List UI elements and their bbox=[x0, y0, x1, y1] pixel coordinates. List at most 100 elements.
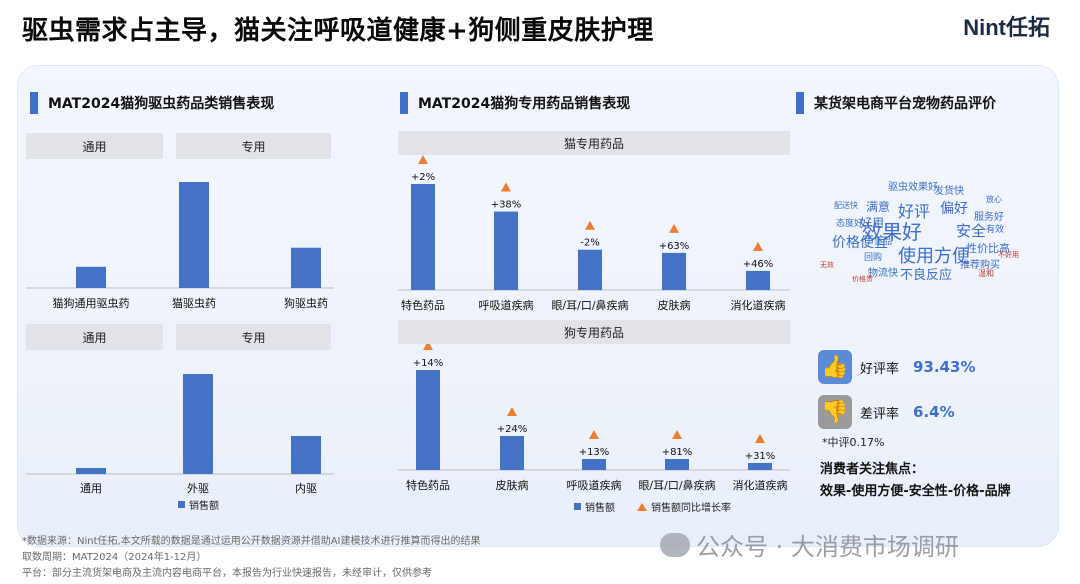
wordcloud-word: 无效 bbox=[820, 261, 834, 269]
wordcloud-word: 价格便宜 bbox=[832, 235, 888, 251]
bar-3 bbox=[291, 436, 321, 474]
watermark-text: 公众号 · 大消费市场调研 bbox=[696, 533, 959, 561]
page-title: 驱虫需求占主导，猫关注呼吸道健康+狗侧重皮肤护理 bbox=[22, 16, 654, 46]
bar-4 bbox=[665, 459, 689, 470]
growth-marker bbox=[669, 223, 679, 233]
growth-data-label: +38% bbox=[491, 200, 522, 211]
growth-marker bbox=[672, 430, 682, 439]
bar-2 bbox=[500, 436, 524, 470]
x-tick-label: 眼/耳/口/鼻疾病 bbox=[638, 478, 715, 492]
review-wordcloud: 效果好 使用方便 好评 偏好 安全 价格便宜 不良反应 满意 好用 性价比高 服务好 推荐购买 驱虫效果… bbox=[790, 124, 1060, 324]
wordcloud-word: 好用 bbox=[860, 216, 885, 230]
special-legend-growth: 销售额同比增长率 bbox=[651, 503, 731, 514]
bar-1 bbox=[411, 184, 435, 290]
growth-data-label: +2% bbox=[411, 172, 435, 183]
bar-3 bbox=[578, 249, 602, 290]
reviews-section-title: 某货架电商平台宠物药品评价 bbox=[796, 92, 996, 114]
deworm-top-special-header: 专用 bbox=[176, 133, 331, 159]
good-rating-label: 好评率 bbox=[860, 361, 900, 377]
growth-marker bbox=[507, 407, 517, 416]
good-rating-row: 👍 好评率 93.43% bbox=[818, 350, 976, 384]
bar-2 bbox=[494, 211, 518, 290]
title-bar-marker bbox=[400, 92, 408, 114]
bar-3 bbox=[291, 247, 321, 288]
wordcloud-word: 不好用 bbox=[998, 251, 1019, 259]
bad-rating-label: 差评率 bbox=[860, 406, 900, 422]
dog-special-header: 狗专用药品 bbox=[398, 320, 790, 344]
deworm-section-title: MAT2024猫狗驱虫药品类销售表现 bbox=[30, 92, 274, 114]
thumbs-down-icon: 👎 bbox=[818, 395, 852, 429]
title-bar-marker bbox=[796, 92, 804, 114]
bad-rating-row: 👎 差评率 6.4% bbox=[818, 395, 955, 429]
growth-marker bbox=[753, 241, 763, 251]
bar-5 bbox=[746, 270, 770, 290]
watermark: 公众号 · 大消费市场调研 bbox=[660, 527, 959, 562]
deworm-bottom-general-header: 通用 bbox=[26, 324, 163, 350]
wordcloud-word: 配送快 bbox=[834, 201, 858, 210]
special-title-text: MAT2024猫狗专用药品销售表现 bbox=[418, 96, 631, 112]
neutral-rating-note: *中评0.17% bbox=[822, 436, 885, 449]
x-tick-label: 呼吸道疾病 bbox=[479, 298, 534, 312]
growth-data-label: +31% bbox=[745, 451, 776, 462]
bar-3 bbox=[582, 459, 606, 470]
x-tick-label: 消化道疾病 bbox=[731, 298, 786, 312]
wordcloud-word: 物流快 bbox=[868, 268, 898, 279]
wordcloud-word: 偏好 bbox=[940, 201, 968, 217]
consumer-focus-text: 效果-使用方便-安全性-价格-品牌 bbox=[820, 484, 1011, 499]
deworm-top-general-header: 通用 bbox=[26, 133, 163, 159]
wordcloud-word: 有效 bbox=[986, 225, 1005, 235]
thumbs-up-icon: 👍 bbox=[818, 350, 852, 384]
wordcloud-word: 安全 bbox=[956, 222, 987, 240]
x-tick-label: 特色药品 bbox=[401, 298, 445, 312]
bar-1 bbox=[76, 266, 106, 288]
bad-rating-value: 6.4% bbox=[913, 403, 955, 421]
wordcloud-word: 效果好 bbox=[862, 220, 922, 244]
reviews-title-text: 某货架电商平台宠物药品评价 bbox=[814, 96, 996, 112]
footnote-platform: 平台：部分主流货架电商及主流内容电商平台，本报告为行业快速报告，未经审计，仅供参… bbox=[22, 568, 432, 579]
special-legend-sales: 销售额 bbox=[585, 503, 615, 514]
wordcloud-word: 性价比高 bbox=[966, 242, 1010, 255]
growth-data-label: -2% bbox=[580, 238, 599, 249]
wordcloud-word: 不良反应 bbox=[900, 268, 953, 283]
wordcloud-word: 温和 bbox=[978, 269, 994, 278]
sales-legend-swatch bbox=[178, 501, 185, 508]
growth-data-label: +24% bbox=[497, 424, 528, 435]
deworm-title-text: MAT2024猫狗驱虫药品类销售表现 bbox=[48, 96, 275, 112]
wordcloud-word: 放心 bbox=[986, 195, 1002, 204]
deworm-bottom-special-header: 专用 bbox=[176, 324, 331, 350]
sales-legend-swatch bbox=[574, 503, 581, 510]
x-tick-label: 猫驱虫药 bbox=[172, 297, 216, 310]
x-tick-label: 猫狗通用驱虫药 bbox=[53, 297, 130, 310]
growth-marker bbox=[585, 220, 595, 230]
wechat-icon bbox=[660, 532, 690, 557]
special-section-title: MAT2024猫狗专用药品销售表现 bbox=[400, 92, 630, 114]
x-tick-label: 内驱 bbox=[295, 481, 317, 495]
wordcloud-word: 发货快 bbox=[934, 186, 964, 197]
special-legend: 销售额 销售额同比增长率 bbox=[574, 499, 731, 514]
growth-marker bbox=[589, 430, 599, 439]
growth-marker bbox=[418, 155, 428, 164]
growth-marker bbox=[501, 182, 511, 192]
growth-data-label: +81% bbox=[662, 447, 693, 458]
wordcloud-word: 服务好 bbox=[974, 212, 1004, 223]
wordcloud-word: 正品 bbox=[874, 237, 893, 247]
footnote-source: *数据来源：Nint任拓,本文所载的数据是通过运用公开数据资源并借助AI建模技术… bbox=[22, 536, 481, 547]
brand-logo: Nint任拓 bbox=[963, 15, 1050, 40]
good-rating-value: 93.43% bbox=[913, 358, 976, 376]
bar-5 bbox=[748, 463, 772, 470]
x-tick-label: 皮肤病 bbox=[496, 478, 529, 492]
bar-1 bbox=[416, 370, 440, 470]
footnote-period: 取数周期：MAT2024（2024年1-12月） bbox=[22, 552, 207, 563]
x-tick-label: 消化道疾病 bbox=[733, 478, 788, 492]
x-tick-label: 特色药品 bbox=[406, 478, 450, 492]
growth-legend-marker bbox=[637, 502, 647, 511]
cat-special-header: 猫专用药品 bbox=[398, 131, 790, 155]
x-tick-label: 呼吸道疾病 bbox=[567, 478, 622, 492]
consumer-focus-title: 消费者关注焦点： bbox=[820, 462, 925, 477]
deworm-legend: 销售额 bbox=[178, 497, 219, 512]
x-tick-label: 通用 bbox=[80, 482, 102, 495]
bar-2 bbox=[179, 182, 209, 288]
growth-data-label: +46% bbox=[743, 259, 774, 270]
growth-marker bbox=[423, 341, 433, 350]
